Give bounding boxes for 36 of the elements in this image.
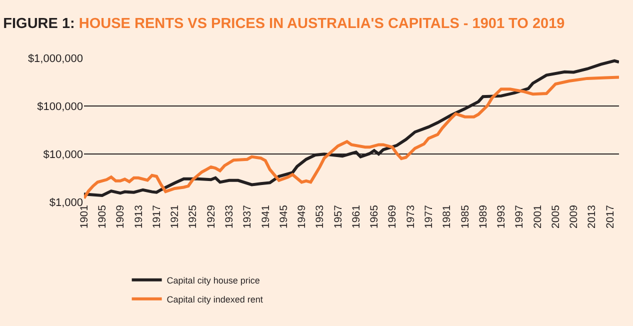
y-tick-label: $100,000: [37, 100, 83, 113]
chart-title: FIGURE 1: HOUSE RENTS VS PRICES IN AUSTRALIA'S CAPITALS - 1901 TO 2019: [3, 16, 565, 32]
x-tick-label: 1981: [441, 204, 454, 228]
x-tick-label: 1961: [350, 204, 362, 228]
legend-label: Capital city indexed rent: [166, 294, 264, 304]
x-tick-label: 1925: [187, 204, 200, 228]
x-tick-label: 1917: [150, 204, 163, 228]
x-tick-label: 1953: [314, 204, 326, 228]
x-tick-label: 1909: [114, 204, 127, 228]
x-tick-label: 1977: [422, 204, 435, 228]
x-tick-label: 1997: [514, 204, 526, 228]
x-tick-label: 1957: [332, 204, 344, 228]
x-tick-label: 2001: [532, 204, 544, 228]
x-tick-label: 1905: [96, 204, 109, 228]
x-tick-label: 1929: [205, 204, 218, 228]
x-tick-label: 2013: [586, 204, 598, 228]
x-tick-label: 1921: [169, 204, 182, 228]
legend-label: Capital city house price: [166, 275, 260, 286]
x-tick-label: 2009: [568, 204, 580, 228]
x-tick-label: 1965: [368, 204, 381, 228]
x-tick-label: 2005: [550, 204, 562, 228]
x-tick-label: 1969: [386, 204, 399, 228]
x-tick-label: 1985: [459, 204, 472, 228]
x-tick-label: 1913: [132, 204, 145, 228]
x-tick-label: 1949: [296, 204, 308, 228]
x-tick-label: 1937: [242, 204, 254, 228]
x-tick-label: 1941: [260, 204, 272, 228]
y-tick-label: $10,000: [43, 148, 83, 161]
x-tick-label: 2017: [604, 204, 616, 228]
x-tick-label: 1945: [278, 204, 290, 228]
x-tick-label: 1973: [404, 204, 417, 228]
y-tick-label: $1,000,000: [28, 52, 83, 65]
x-tick-label: 1989: [477, 204, 490, 228]
x-tick-label: 1933: [223, 204, 236, 228]
x-tick-label: 1901: [78, 204, 90, 228]
x-tick-label: 1993: [496, 204, 508, 228]
